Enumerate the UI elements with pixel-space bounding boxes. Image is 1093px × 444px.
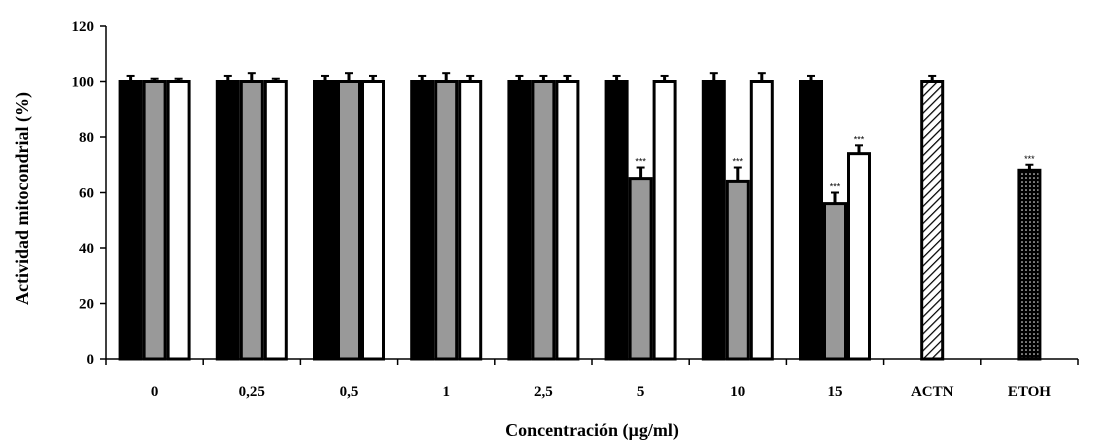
significance-label: *** [733,157,744,167]
y-tick-label: 120 [72,19,95,35]
bar [531,80,556,361]
bar [701,80,726,361]
x-tick-label: 10 [730,384,745,400]
significance-label: *** [635,157,646,167]
bar [313,80,337,361]
x-tick-label: 0 [151,384,159,400]
bar [555,80,580,361]
bar [507,80,532,361]
x-tick-label: 1 [442,384,450,400]
bar [410,80,435,361]
x-tick-label: 5 [637,384,645,400]
y-tick-label: 100 [72,75,95,91]
y-ticks: 0 20 40 60 80 100 120 [72,19,106,368]
y-tick-label: 40 [79,241,94,257]
bar [458,80,483,361]
significance-label: *** [830,182,841,192]
bar [749,80,774,361]
bar [166,80,191,361]
x-tick-label: 0,25 [239,384,265,400]
bar [239,80,264,361]
bar [799,80,823,361]
bar [604,80,629,361]
bars: *** *** *** *** *** [118,72,1042,361]
bar [823,202,847,361]
bar [263,80,288,361]
bar [1017,168,1042,361]
y-tick-label: 80 [79,130,94,146]
bar [628,177,653,361]
y-tick-label: 20 [79,297,94,313]
bar [652,80,677,361]
y-tick-label: 0 [87,352,95,368]
x-tick-label: 15 [828,384,843,400]
bar [337,80,361,361]
x-tick-label: ETOH [1008,384,1051,400]
bar [142,80,167,361]
x-ticks: 0 0,25 0,5 1 2,5 5 10 15 ACTN ETOH [105,359,1079,400]
x-tick-label: 2,5 [534,384,553,400]
y-tick-label: 60 [79,186,94,202]
significance-label: *** [854,134,865,144]
bar [434,80,459,361]
bar [118,80,143,361]
bar [920,80,945,361]
x-axis-title: Concentración (µg/ml) [505,420,679,441]
significance-label: *** [1024,154,1035,164]
bar [725,179,750,361]
bar [215,80,240,361]
x-tick-label: 0,5 [340,384,359,400]
x-tick-label: ACTN [911,384,954,400]
y-axis-title: Actividad mitocondrial (%) [12,92,33,305]
bar [847,152,871,361]
bar [361,80,385,361]
